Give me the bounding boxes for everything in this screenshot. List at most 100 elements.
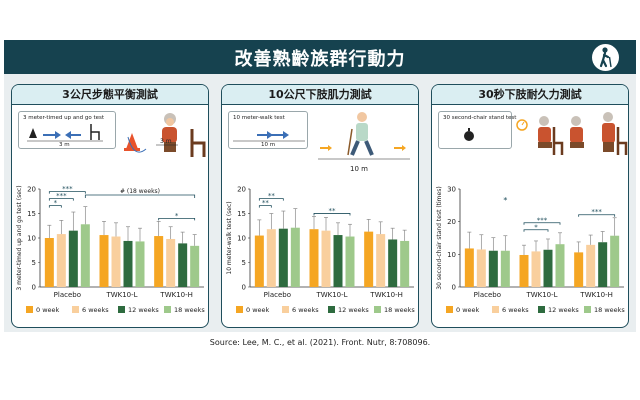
distance-label: 10 m xyxy=(261,142,276,148)
cone-icon xyxy=(29,128,37,138)
elderly-woman-icon xyxy=(538,116,552,148)
arrow-icon xyxy=(320,145,332,151)
y-tick-label: 15 xyxy=(237,210,246,218)
tug-person-illustration: 3 m xyxy=(124,113,206,157)
x-tick-label: Placebo xyxy=(264,291,291,299)
significance-label: * xyxy=(503,196,507,205)
bar xyxy=(278,228,288,287)
legend-label: 6 weeks xyxy=(292,306,319,314)
bar xyxy=(598,242,608,287)
y-tick-label: 0 xyxy=(32,284,36,292)
legend-swatch xyxy=(584,306,591,313)
y-tick-label: 20 xyxy=(447,218,456,226)
elderly-walking-icon xyxy=(592,44,619,71)
y-tick-label: 30 xyxy=(447,186,456,194)
legend-swatch xyxy=(492,306,499,313)
panel-chair-stand-test: 30秒下肢耐久力測試 30 second-chair stand test 30… xyxy=(431,84,629,328)
test-illustration-box: 3 meter-timed up and go test 3 m xyxy=(18,111,116,149)
y-tick-label: 10 xyxy=(237,235,246,243)
bar xyxy=(500,250,510,287)
traffic-cone-icon xyxy=(124,133,140,151)
legend-label: 18 weeks xyxy=(174,306,205,314)
test-label: 3 meter-timed up and go test xyxy=(23,115,105,121)
panel-walk-test: 10公尺下肢肌力測試 10 meter-walk test 10 m 10 m … xyxy=(221,84,419,328)
test-label: 10 meter-walk test xyxy=(233,115,285,121)
chair-icon xyxy=(552,127,564,155)
bar xyxy=(543,249,553,287)
panel-tug-test: 3公尺步態平衡測試 3 meter-timed up and go test 3… xyxy=(11,84,209,328)
timer-icon xyxy=(516,119,528,131)
bar xyxy=(68,230,78,287)
legend-label: 0 week xyxy=(456,306,480,314)
test-label: 30 second-chair stand test xyxy=(443,115,517,121)
significance-bracket xyxy=(523,229,549,232)
between-group-bracket xyxy=(84,194,196,198)
legend-swatch xyxy=(446,306,453,313)
bar xyxy=(254,235,264,287)
y-tick-label: 15 xyxy=(27,210,36,218)
legend-label: 18 weeks xyxy=(594,306,625,314)
legend-swatch xyxy=(26,306,33,313)
bar xyxy=(266,229,276,287)
legend-label: 6 weeks xyxy=(82,306,109,314)
bar xyxy=(56,234,66,287)
bar xyxy=(345,236,355,287)
y-axis-label: 3 meter-timed up and go test (sec) xyxy=(16,185,23,290)
significance-bracket xyxy=(48,205,62,208)
chair-stand-bar-chart: 30 second-chair stand test (times) 0 10 20 3… xyxy=(436,186,625,315)
legend-label: 12 weeks xyxy=(548,306,579,314)
significance-bracket xyxy=(578,214,616,217)
significance-label: ** xyxy=(329,207,337,215)
legend-swatch xyxy=(374,306,381,313)
significance-bracket xyxy=(523,222,561,225)
legend-label: 0 week xyxy=(36,306,60,314)
x-tick-label: TWK10-L xyxy=(105,291,137,299)
y-tick-label: 10 xyxy=(27,235,36,243)
test-illustration-box: 10 meter-walk test 10 m xyxy=(228,111,308,149)
chair-icon xyxy=(616,127,628,155)
significance-bracket xyxy=(258,205,272,208)
legend-label: 6 weeks xyxy=(502,306,529,314)
significance-label: * xyxy=(175,212,179,220)
bar xyxy=(333,235,343,287)
bar xyxy=(290,227,300,287)
page-title: 改善熟齡族群行動力 xyxy=(234,49,406,70)
bar xyxy=(190,245,200,287)
bar xyxy=(464,248,474,287)
legend-swatch xyxy=(236,306,243,313)
legend-label: 12 weeks xyxy=(338,306,369,314)
significance-bracket xyxy=(313,213,351,216)
bar xyxy=(586,244,596,287)
stopwatch-icon xyxy=(464,128,474,141)
bar xyxy=(178,243,188,287)
bar xyxy=(123,240,133,287)
elderly-man-icon xyxy=(347,112,374,156)
bar xyxy=(166,238,176,287)
distance-label: 10 m xyxy=(350,165,368,173)
between-group-label: # (18 weeks) xyxy=(120,188,160,195)
y-axis-label: 30 second-chair stand test (times) xyxy=(436,186,443,289)
significance-bracket xyxy=(258,198,284,201)
significance-label: *** xyxy=(62,185,73,193)
bar xyxy=(610,235,620,287)
bar xyxy=(80,224,90,287)
legend-swatch xyxy=(328,306,335,313)
legend-swatch xyxy=(118,306,125,313)
arrow-icon xyxy=(394,145,406,151)
x-tick-label: Placebo xyxy=(54,291,81,299)
elderly-woman-icon xyxy=(162,113,177,152)
bar xyxy=(376,234,386,287)
arrow-icon xyxy=(43,131,61,139)
legend-swatch xyxy=(538,306,545,313)
walk-bar-chart: 10 meter-walk test (sec) 0 5 10 15 20 Placebo T… xyxy=(226,186,415,315)
chair-icon xyxy=(90,124,100,140)
distance-label: 3 m xyxy=(59,142,70,148)
panel-heading: 30秒下肢耐久力測試 xyxy=(432,85,628,105)
panel-heading: 3公尺步態平衡測試 xyxy=(12,85,208,105)
bar xyxy=(519,254,529,287)
legend-label: 12 weeks xyxy=(128,306,159,314)
bar xyxy=(321,230,331,287)
y-tick-label: 0 xyxy=(452,284,456,292)
chair-icon xyxy=(190,129,206,157)
bar xyxy=(400,240,410,287)
